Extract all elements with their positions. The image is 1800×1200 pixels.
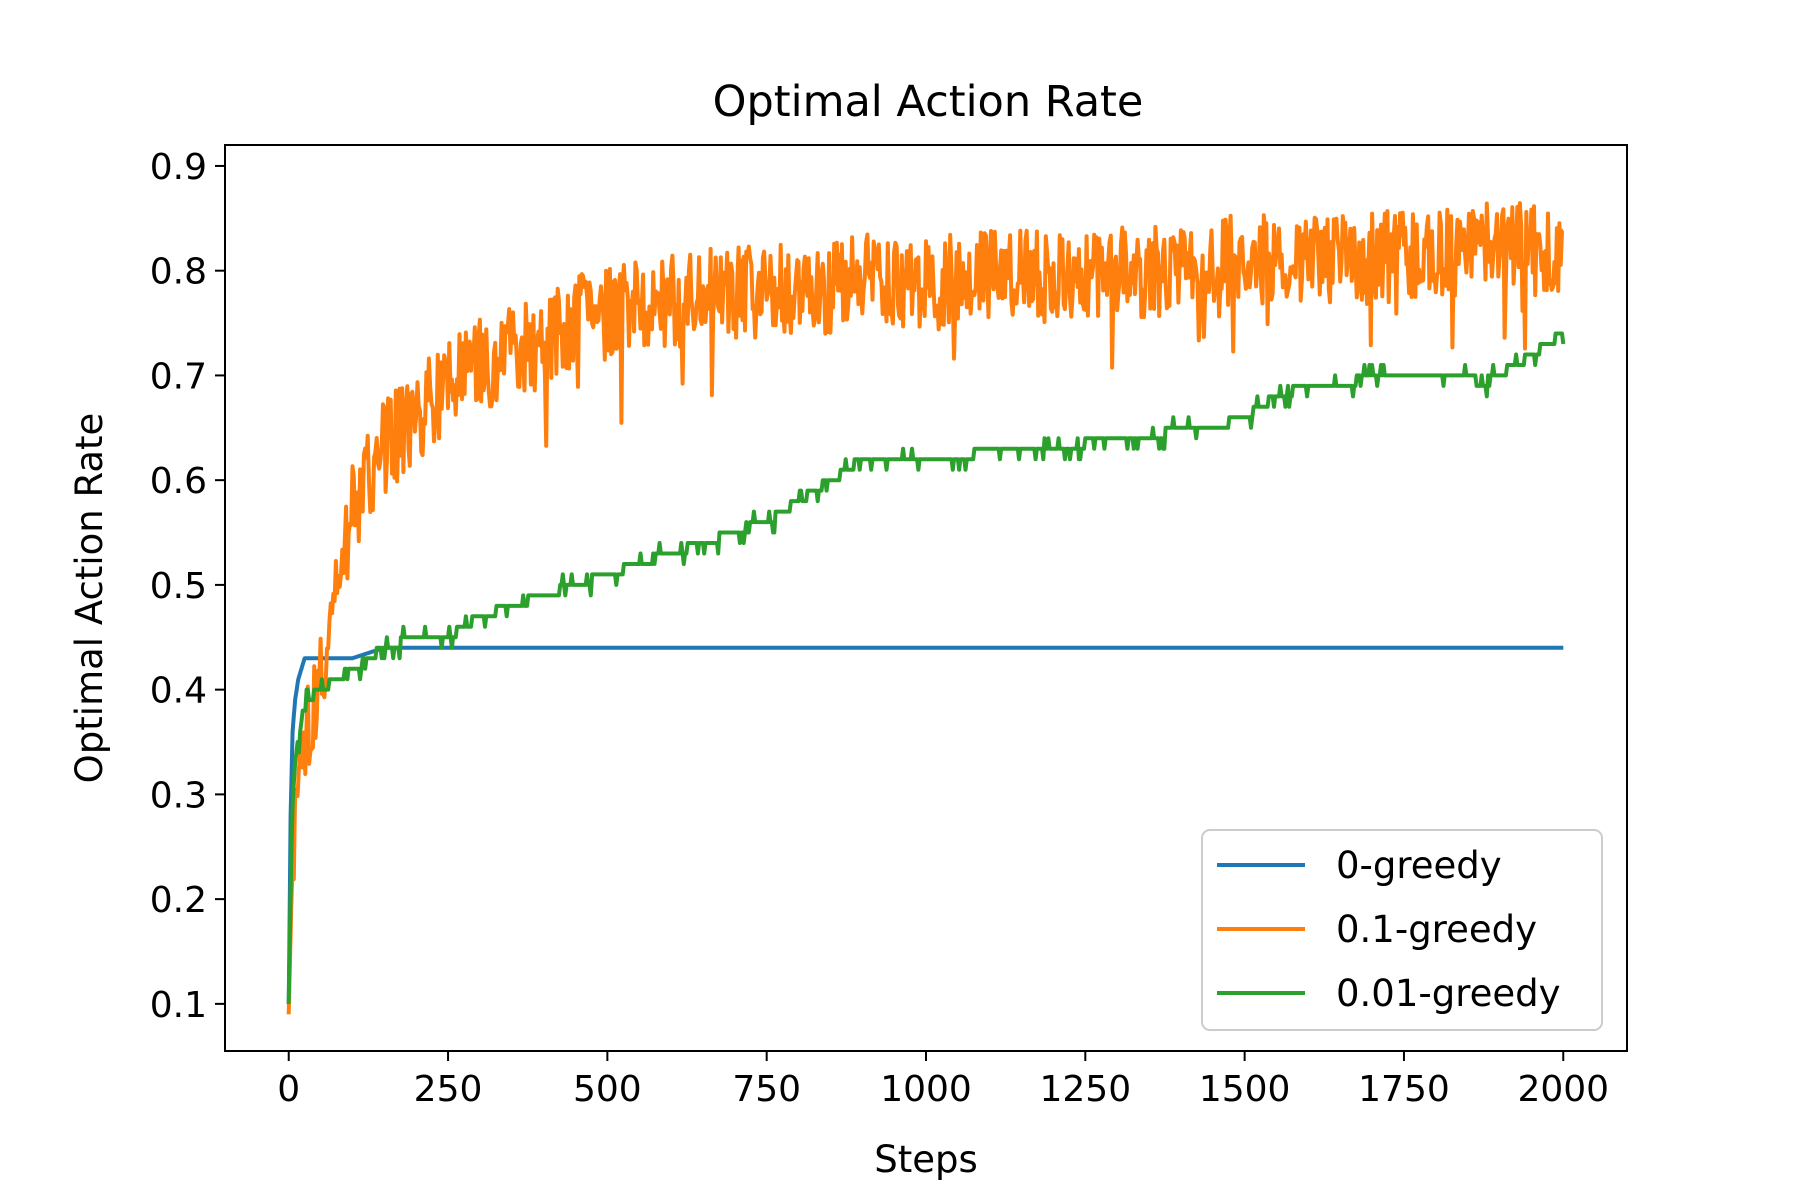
y-axis: 0.1 0.2 0.3 0.4 0.5 0.6 0.7 0.8 0.9 <box>150 147 225 1026</box>
x-tick-label: 250 <box>414 1069 483 1110</box>
x-tick-label: 2000 <box>1517 1069 1609 1110</box>
x-axis-label: Steps <box>874 1138 978 1181</box>
legend-label-0.1-greedy: 0.1-greedy <box>1336 908 1537 951</box>
y-tick-label: 0.8 <box>150 252 207 293</box>
y-tick-label: 0.6 <box>150 461 207 502</box>
legend-label-0-greedy: 0-greedy <box>1336 844 1502 887</box>
series-line-0.01-greedy <box>286 331 1566 1004</box>
x-axis: 0 250 500 750 1000 1250 1500 1750 2000 <box>277 1051 1609 1110</box>
series-line-0.1-greedy <box>286 201 1565 1015</box>
y-tick-label: 0.1 <box>150 985 207 1026</box>
x-tick-label: 1250 <box>1040 1069 1132 1110</box>
x-tick-label: 1500 <box>1199 1069 1291 1110</box>
y-tick-label: 0.9 <box>150 147 207 188</box>
y-axis-label: Optimal Action Rate <box>68 413 111 784</box>
x-tick-label: 750 <box>732 1069 801 1110</box>
series-layer <box>286 201 1566 1015</box>
x-tick-label: 0 <box>277 1069 300 1110</box>
chart-title: Optimal Action Rate <box>713 77 1144 127</box>
x-tick-label: 1000 <box>880 1069 972 1110</box>
series-line-0-greedy <box>286 645 1565 1004</box>
y-tick-label: 0.3 <box>150 775 207 816</box>
legend-box <box>1201 829 1603 1031</box>
legend: 0-greedy 0.1-greedy 0.01-greedy <box>1201 829 1603 1031</box>
x-tick-label: 500 <box>573 1069 642 1110</box>
y-tick-label: 0.5 <box>150 566 207 607</box>
legend-label-0.01-greedy: 0.01-greedy <box>1336 972 1561 1015</box>
y-tick-label: 0.4 <box>150 671 207 712</box>
x-tick-label: 1750 <box>1358 1069 1450 1110</box>
y-tick-label: 0.7 <box>150 356 207 397</box>
y-tick-label: 0.2 <box>150 880 207 921</box>
